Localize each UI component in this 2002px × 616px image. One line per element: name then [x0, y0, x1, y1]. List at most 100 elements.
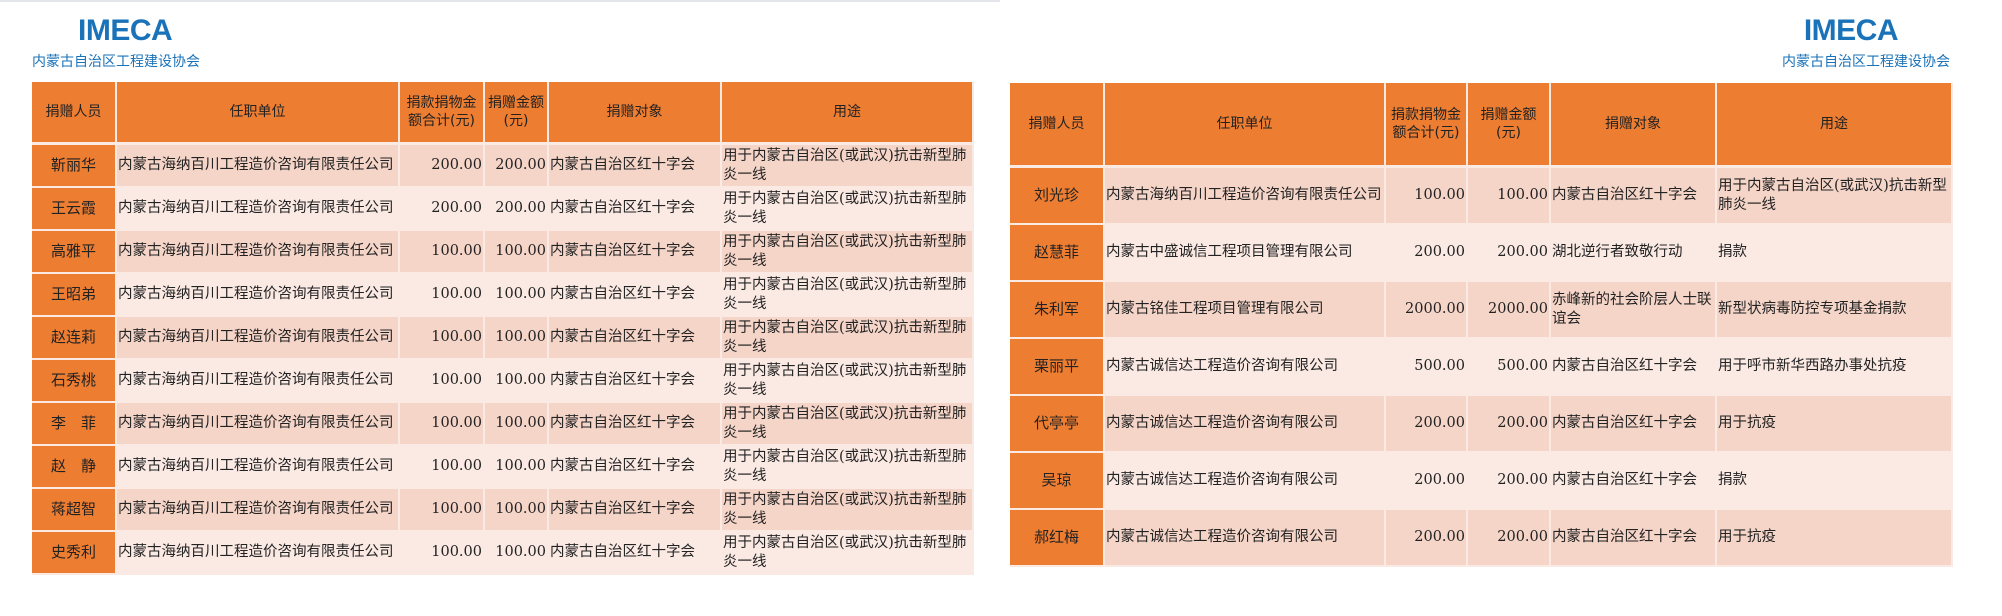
table-row: 吴琼 内蒙古诚信达工程造价咨询有限公司 200.00 200.00 内蒙古自治区红十字会… [1010, 452, 1953, 510]
brand-subtitle: 内蒙古自治区工程建设协会 [1782, 53, 1950, 69]
cell-purpose: 用于呼市新华西路办事处抗疫 [1716, 338, 1953, 396]
cell-total-amount: 100.00 [399, 445, 485, 489]
cell-recipient: 内蒙古自治区红十字会 [548, 187, 722, 231]
column-header-purpose: 用途 [721, 82, 974, 145]
cell-total-amount: 100.00 [399, 359, 485, 403]
table-row: 李 菲内蒙古海纳百川工程造价咨询有限责任公司 100.00 100.00 内蒙古自治区… [32, 402, 974, 446]
cell-employer: 内蒙古诚信达工程造价咨询有限公司 [1104, 395, 1386, 453]
cell-total-amount: 200.00 [1385, 452, 1468, 510]
cell-recipient: 内蒙古自治区红十字会 [548, 531, 722, 575]
table-row: 王昭弟 内蒙古海纳百川工程造价咨询有限责任公司 100.00 100.00 内蒙古自治区… [32, 273, 974, 317]
cell-donation-amount: 100.00 [484, 273, 549, 317]
cell-recipient: 内蒙古自治区红十字会 [1550, 509, 1717, 567]
column-header-employer: 任职单位 [116, 82, 400, 145]
table-row: 刘光珍 内蒙古海纳百川工程造价咨询有限责任公司 100.00 100.00 内蒙古自治区… [1010, 166, 1953, 225]
brand-name: IMECA [1803, 14, 1899, 47]
cell-donor-name: 王云霞 [32, 187, 117, 231]
cell-donor-name: 李 菲 [32, 402, 117, 446]
cell-recipient: 内蒙古自治区红十字会 [548, 359, 722, 403]
header-row: 捐赠人员 任职单位 捐款捐物金额合计(元) 捐赠金额(元) 捐赠对象 用途 [32, 82, 974, 145]
cell-total-amount: 200.00 [399, 187, 485, 231]
cell-donation-amount: 200.00 [1467, 509, 1551, 567]
cell-employer: 内蒙古诚信达工程造价咨询有限公司 [1104, 338, 1386, 396]
cell-purpose: 用于抗疫 [1716, 395, 1953, 453]
cell-purpose: 用于内蒙古自治区(或武汉)抗击新型肺炎一线 [721, 187, 974, 231]
logo-right: IMECA 内蒙古自治区工程建设协会 [1782, 16, 1950, 70]
column-header-recipient: 捐赠对象 [1550, 83, 1717, 168]
cell-employer: 内蒙古海纳百川工程造价咨询有限责任公司 [116, 143, 400, 188]
table-row: 代亭亭 内蒙古诚信达工程造价咨询有限公司 200.00 200.00 内蒙古自治区红十字… [1010, 395, 1953, 453]
column-header-purpose: 用途 [1716, 83, 1953, 168]
cell-total-amount: 500.00 [1385, 338, 1468, 396]
cell-donor-name: 栗丽平 [1010, 338, 1105, 396]
cell-total-amount: 200.00 [1385, 395, 1468, 453]
cell-donation-amount: 200.00 [1467, 224, 1551, 282]
cell-donation-amount: 100.00 [484, 359, 549, 403]
cell-donation-amount: 200.00 [1467, 395, 1551, 453]
table-row: 石秀桃 内蒙古海纳百川工程造价咨询有限责任公司 100.00 100.00 内蒙古自治区… [32, 359, 974, 403]
table-row: 高雅平 内蒙古海纳百川工程造价咨询有限责任公司 100.00 100.00 内蒙古自治区… [32, 230, 974, 274]
cell-employer: 内蒙古诚信达工程造价咨询有限公司 [1104, 452, 1386, 510]
cell-total-amount: 100.00 [399, 273, 485, 317]
table-row: 王云霞 内蒙古海纳百川工程造价咨询有限责任公司 200.00 200.00 内蒙古自治区… [32, 187, 974, 231]
column-header-donor-name: 捐赠人员 [32, 82, 117, 145]
column-header-employer: 任职单位 [1104, 83, 1386, 168]
logo-left: IMECA 内蒙古自治区工程建设协会 [32, 16, 200, 70]
cell-donor-name: 赵 静 [32, 445, 117, 489]
cell-purpose: 用于内蒙古自治区(或武汉)抗击新型肺炎一线 [721, 273, 974, 317]
cell-recipient: 内蒙古自治区红十字会 [548, 273, 722, 317]
cell-employer: 内蒙古海纳百川工程造价咨询有限责任公司 [116, 230, 400, 274]
cell-donation-amount: 100.00 [484, 445, 549, 489]
cell-recipient: 内蒙古自治区红十字会 [548, 316, 722, 360]
cell-total-amount: 100.00 [399, 531, 485, 575]
cell-employer: 内蒙古海纳百川工程造价咨询有限责任公司 [116, 488, 400, 532]
cell-donor-name: 吴琼 [1010, 452, 1105, 510]
cell-donor-name: 刘光珍 [1010, 166, 1105, 225]
cell-total-amount: 200.00 [399, 143, 485, 188]
cell-donation-amount: 2000.00 [1467, 281, 1551, 339]
cell-purpose: 用于内蒙古自治区(或武汉)抗击新型肺炎一线 [721, 316, 974, 360]
cell-donation-amount: 500.00 [1467, 338, 1551, 396]
cell-total-amount: 100.00 [1385, 166, 1468, 225]
cell-purpose: 用于抗疫 [1716, 509, 1953, 567]
cell-total-amount: 100.00 [399, 402, 485, 446]
cell-donor-name: 赵慧菲 [1010, 224, 1105, 282]
cell-employer: 内蒙古诚信达工程造价咨询有限公司 [1104, 509, 1386, 567]
cell-donor-name: 郝红梅 [1010, 509, 1105, 567]
cell-recipient: 内蒙古自治区红十字会 [1550, 166, 1717, 225]
brand-name: IMECA [78, 14, 173, 47]
donation-table-right: 捐赠人员 任职单位 捐款捐物金额合计(元) 捐赠金额(元) 捐赠对象 用途 刘光珍 内蒙古海… [1010, 83, 1953, 567]
table-row: 郝红梅 内蒙古诚信达工程造价咨询有限公司 200.00 200.00 内蒙古自治区红十字… [1010, 509, 1953, 567]
cell-total-amount: 100.00 [399, 230, 485, 274]
cell-employer: 内蒙古海纳百川工程造价咨询有限责任公司 [116, 445, 400, 489]
cell-recipient: 赤峰新的社会阶层人士联谊会 [1550, 281, 1717, 339]
header-row: 捐赠人员 任职单位 捐款捐物金额合计(元) 捐赠金额(元) 捐赠对象 用途 [1010, 83, 1953, 168]
cell-purpose: 捐款 [1716, 224, 1953, 282]
table-row: 栗丽平 内蒙古诚信达工程造价咨询有限公司 500.00 500.00 内蒙古自治区红十字… [1010, 338, 1953, 396]
cell-employer: 内蒙古海纳百川工程造价咨询有限责任公司 [116, 273, 400, 317]
brand-subtitle: 内蒙古自治区工程建设协会 [32, 53, 200, 69]
cell-donation-amount: 200.00 [484, 143, 549, 188]
cell-recipient: 内蒙古自治区红十字会 [548, 445, 722, 489]
cell-total-amount: 100.00 [399, 488, 485, 532]
cell-donor-name: 蒋超智 [32, 488, 117, 532]
cell-purpose: 用于内蒙古自治区(或武汉)抗击新型肺炎一线 [721, 230, 974, 274]
cell-donor-name: 代亭亭 [1010, 395, 1105, 453]
cell-total-amount: 100.00 [399, 316, 485, 360]
cell-total-amount: 200.00 [1385, 509, 1468, 567]
cell-employer: 内蒙古海纳百川工程造价咨询有限责任公司 [116, 187, 400, 231]
column-header-donation-amount: 捐赠金额(元) [1467, 83, 1551, 168]
cell-donation-amount: 100.00 [484, 230, 549, 274]
table-row: 蒋超智 内蒙古海纳百川工程造价咨询有限责任公司 100.00 100.00 内蒙古自治区… [32, 488, 974, 532]
cell-donation-amount: 100.00 [484, 531, 549, 575]
cell-donor-name: 赵连莉 [32, 316, 117, 360]
cell-purpose: 用于内蒙古自治区(或武汉)抗击新型肺炎一线 [721, 359, 974, 403]
table-row: 靳丽华 内蒙古海纳百川工程造价咨询有限责任公司 200.00 200.00 内蒙古自治区… [32, 143, 974, 188]
cell-recipient: 内蒙古自治区红十字会 [548, 230, 722, 274]
cell-recipient: 内蒙古自治区红十字会 [548, 402, 722, 446]
cell-purpose: 用于内蒙古自治区(或武汉)抗击新型肺炎一线 [721, 445, 974, 489]
cell-donor-name: 朱利军 [1010, 281, 1105, 339]
cell-purpose: 用于内蒙古自治区(或武汉)抗击新型肺炎一线 [721, 402, 974, 446]
cell-recipient: 内蒙古自治区红十字会 [1550, 452, 1717, 510]
cell-employer: 内蒙古海纳百川工程造价咨询有限责任公司 [116, 531, 400, 575]
